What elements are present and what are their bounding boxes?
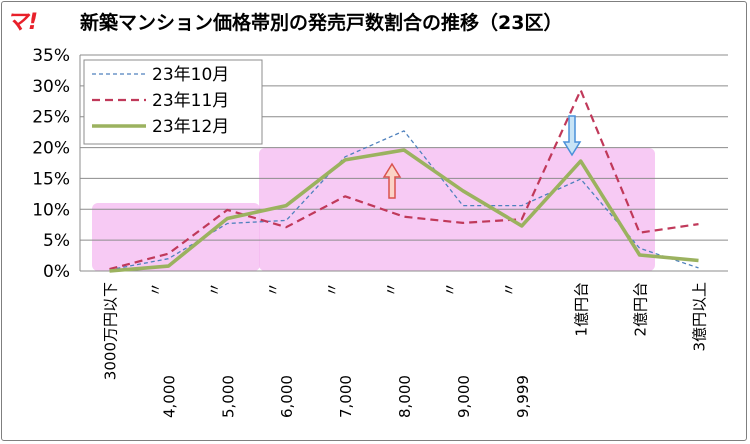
x-tick-label: 〃 9,999 [500,282,532,418]
legend: 23年10月 23年11月 23年12月 [83,59,263,145]
x-tick-ditto: 〃 [441,282,459,297]
y-tick-label: 20% [32,139,70,159]
x-tick-label: 3億円以上 [691,282,709,352]
x-axis-ticks: 3000万円以下 〃 4,000 〃 5,000 〃 6,000 〃 7,000 〃 8,000 〃 9… [101,282,708,418]
x-tick-ditto: 〃 [146,282,164,297]
x-tick-label: 〃 8,000 [382,282,414,418]
x-tick-value: 3000万円以下 [101,282,119,380]
x-tick-value: 1億円台 [573,282,591,337]
x-tick-label: 〃 5,000 [205,282,237,418]
y-tick-label: 35% [32,46,70,66]
x-tick-label: 2億円台 [632,282,650,337]
x-tick-label: 〃 9,000 [441,282,473,418]
y-tick-label: 30% [32,77,70,97]
x-tick-value: 6,000 [278,375,296,418]
up-arrow-icon [382,162,402,199]
x-tick-label: 〃 6,000 [264,282,296,418]
series-line-3 [109,148,699,273]
legend-label: 23年12月 [152,117,229,137]
annotation-arrows [382,115,582,199]
x-tick-ditto: 〃 [382,282,400,297]
y-axis-ticks: 0% 5% 10% 15% 20% 25% 30% 35% [32,46,70,282]
x-tick-ditto: 〃 [205,282,223,297]
x-tick-label: 3000万円以下 [101,282,119,380]
x-tick-ditto: 〃 [264,282,282,297]
x-tick-ditto: 〃 [500,282,518,297]
x-tick-label: 1億円台 [573,282,591,337]
highlight-low-range [92,203,260,271]
x-tick-value: 5,000 [219,375,237,418]
chart-title: 新築マンション価格帯別の発売戸数割合の推移（23区） [80,12,563,34]
y-tick-label: 5% [43,231,70,251]
x-tick-value: 8,000 [396,375,414,418]
x-tick-ditto: 〃 [323,282,341,297]
series-line-2 [109,89,699,271]
x-tick-label: 〃 7,000 [323,282,355,418]
x-tick-label: 〃 4,000 [146,282,178,418]
y-tick-label: 15% [32,169,70,189]
x-tick-value: 4,000 [160,375,178,418]
x-tick-value: 3億円以上 [691,282,709,352]
y-tick-label: 25% [32,108,70,128]
series-lines [109,89,699,273]
legend-label: 23年11月 [152,91,229,111]
x-tick-value: 9,999 [514,375,532,418]
down-arrow-icon [562,115,582,157]
y-tick-label: 10% [32,200,70,220]
x-tick-value: 2億円台 [632,282,650,337]
x-tick-value: 9,000 [455,375,473,418]
y-tick-label: 0% [43,262,70,282]
legend-label: 23年10月 [152,65,229,85]
brand-logo: マ! [6,10,39,35]
x-tick-value: 7,000 [337,375,355,418]
